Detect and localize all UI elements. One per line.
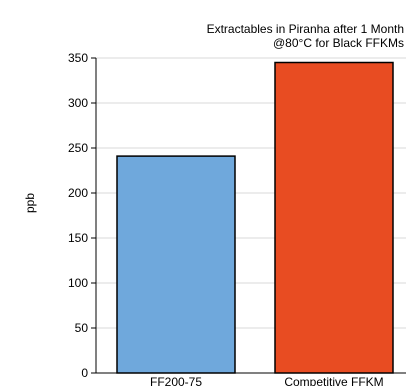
y-tick-label: 0 xyxy=(81,366,88,380)
x-tick-label: Competitive FFKM xyxy=(284,375,383,386)
y-tick-label: 100 xyxy=(68,276,88,290)
chart-subtitle: @80°C for Black FFKMs xyxy=(273,36,404,50)
chart-title: Extractables in Piranha after 1 Month xyxy=(207,22,404,36)
y-tick-label: 300 xyxy=(68,96,88,110)
x-tick-label: FF200-75 xyxy=(150,375,202,386)
y-axis-ticks: 0 50 100 150 200 250 300 350 xyxy=(68,51,96,380)
bar-2 xyxy=(274,61,394,374)
axes xyxy=(95,58,406,374)
y-tick-label: 50 xyxy=(75,321,89,335)
y-axis-label: ppb xyxy=(23,193,37,213)
x-axis-ticks: FF200-75 Competitive FFKM xyxy=(150,375,384,389)
bar-1 xyxy=(116,155,236,374)
y-tick-label: 200 xyxy=(68,186,88,200)
y-tick-label: 250 xyxy=(68,141,88,155)
bars xyxy=(116,61,394,374)
y-tick-label: 150 xyxy=(68,231,88,245)
y-tick-label: 350 xyxy=(68,51,88,65)
